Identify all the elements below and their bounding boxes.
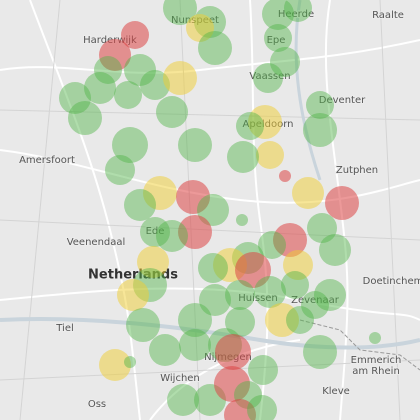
bubble [178, 303, 212, 337]
place-label: Wijchen [160, 373, 200, 384]
bubble [307, 213, 337, 243]
bubble [286, 306, 314, 334]
bubble [270, 47, 300, 77]
bubble [197, 194, 229, 226]
bubble [284, 0, 312, 22]
place-label: Raalte [372, 10, 404, 21]
bubble [99, 349, 131, 381]
bubble [178, 215, 212, 249]
bubble [325, 186, 359, 220]
bubble [156, 220, 188, 252]
bubble [68, 101, 102, 135]
place-label: Epe [267, 35, 286, 46]
place-label: Deventer [319, 95, 366, 106]
bubble [105, 155, 135, 185]
bubble [279, 170, 291, 182]
border [299, 319, 420, 371]
bubble [163, 61, 197, 95]
bubble [281, 271, 309, 299]
bubble [137, 246, 169, 278]
place-label: Amersfoort [19, 155, 75, 166]
bubble [265, 303, 299, 337]
bubble [124, 356, 136, 368]
bubble [84, 72, 116, 104]
place-label: Kleve [322, 386, 350, 397]
bubble [124, 189, 156, 221]
place-label: Vaassen [249, 71, 290, 82]
bubble [262, 0, 294, 30]
place-label: Huissen [238, 293, 278, 304]
bubble [248, 355, 278, 385]
labels: HarderwijkNunspeetHeerdeRaalteEpeVaassen… [18, 8, 420, 411]
bubble [198, 31, 232, 65]
bubble [121, 21, 149, 49]
place-label: Tiel [55, 323, 74, 334]
bubble [319, 234, 351, 266]
bubble [140, 217, 170, 247]
bubble [99, 39, 131, 71]
place-label: Heerde [278, 9, 314, 20]
place-label: Zutphen [336, 165, 378, 176]
bubble [140, 70, 170, 100]
bubble [227, 141, 259, 173]
place-label: Ede [146, 226, 165, 237]
place-label: Emmerich [351, 355, 402, 366]
bubble [163, 0, 197, 25]
bubble [248, 105, 282, 139]
bubble [253, 63, 283, 93]
bubble [176, 180, 210, 214]
bubble [198, 253, 228, 283]
bubble [117, 279, 149, 311]
bubble [167, 384, 199, 416]
bubble [247, 395, 277, 420]
bubble [156, 96, 188, 128]
bubble [126, 308, 160, 342]
bubble [224, 399, 256, 420]
bubble [303, 113, 337, 147]
bubble [301, 291, 329, 319]
bubble [254, 276, 286, 308]
place-label: Zevenaar [291, 295, 340, 306]
place-label: am Rhein [352, 366, 400, 377]
bubble [235, 252, 271, 288]
bubble [215, 334, 251, 370]
bubble [143, 176, 177, 210]
bubble [306, 91, 334, 119]
place-label: Doetinchem [363, 276, 420, 287]
bubble [258, 231, 286, 259]
bubble [369, 332, 381, 344]
river [0, 317, 420, 350]
bubble [303, 335, 337, 369]
bubble [214, 366, 250, 402]
bubble [314, 279, 346, 311]
bubble [186, 14, 214, 42]
bubble [283, 250, 313, 280]
bubble [225, 280, 255, 310]
place-label: Oss [88, 399, 106, 410]
bubble [236, 214, 248, 226]
bubble [114, 81, 142, 109]
bubble [124, 54, 156, 86]
bubble [59, 82, 91, 114]
bubbles [59, 0, 381, 420]
bubble [236, 112, 264, 140]
bubble [264, 24, 292, 52]
bubble [179, 329, 211, 361]
bubble [94, 56, 122, 84]
bubble [178, 128, 212, 162]
bubble [292, 177, 324, 209]
bubble [256, 141, 284, 169]
bubble [199, 284, 231, 316]
river [294, 0, 322, 181]
bubble [273, 223, 307, 257]
place-label: Veenendaal [67, 237, 126, 248]
bubble [149, 334, 181, 366]
bubble [112, 127, 148, 163]
bubble [225, 307, 255, 337]
